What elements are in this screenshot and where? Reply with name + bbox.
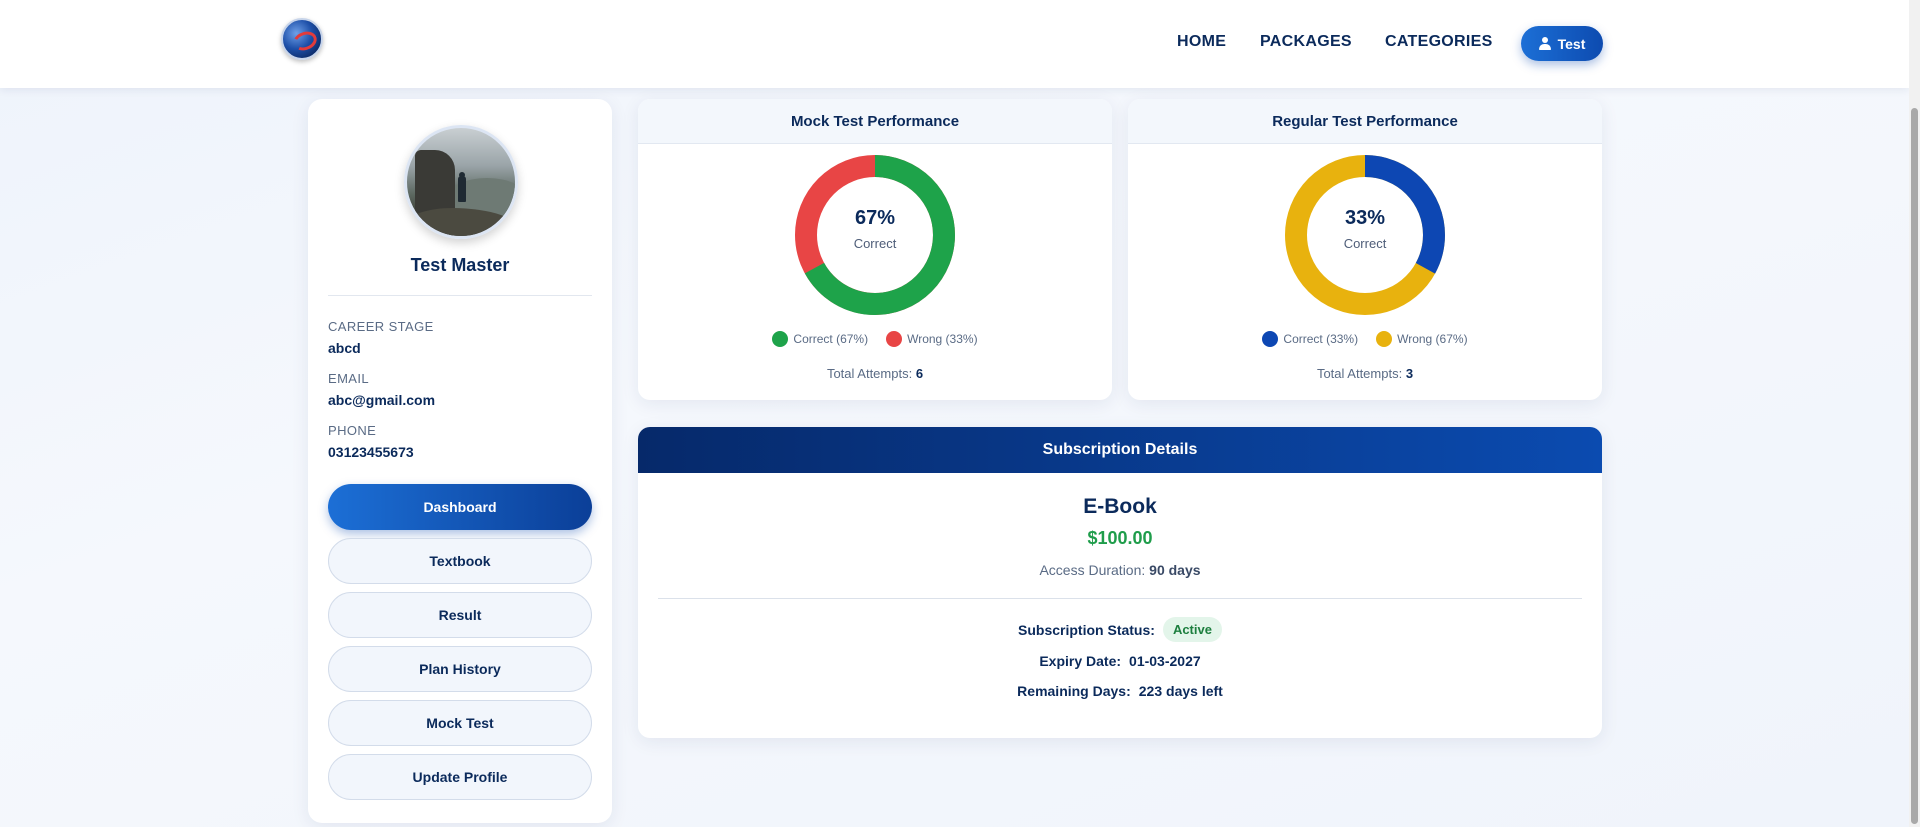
plan-duration: Access Duration: 90 days <box>638 562 1602 578</box>
regular-attempts: Total Attempts: 3 <box>1128 366 1602 381</box>
legend-correct-label: Correct (67%) <box>793 332 869 346</box>
page-scrollbar[interactable] <box>1909 0 1920 827</box>
career-stage-label: CAREER STAGE <box>328 319 434 334</box>
phone-label: PHONE <box>328 423 377 438</box>
status-label: Subscription Status: <box>1018 621 1155 638</box>
mock-performance-card: Mock Test Performance 67% Correct Correc… <box>638 99 1112 400</box>
expiry-label: Expiry Date: <box>1039 653 1122 669</box>
legend-correct-dot <box>1262 331 1279 347</box>
mock-donut-chart <box>795 155 955 315</box>
regular-attempts-label: Total Attempts: <box>1316 366 1403 381</box>
nav-packages-link[interactable]: PACKAGES <box>1260 33 1352 50</box>
mock-correct-arc <box>795 155 955 315</box>
phone-value: 03123455673 <box>328 444 414 460</box>
regular-performance-card: Regular Test Performance 33% Correct Cor… <box>1128 99 1602 400</box>
regular-donut-chart <box>1285 155 1445 315</box>
legend-wrong-label: Wrong (33%) <box>907 332 978 346</box>
remaining-row: Remaining Days: 223 days left <box>638 683 1602 699</box>
nav-categories-link[interactable]: CATEGORIES <box>1385 33 1493 50</box>
plan-price: $100.00 <box>1087 528 1153 548</box>
legend-correct-dot <box>772 331 789 347</box>
legend-wrong-dot <box>886 331 903 347</box>
legend-wrong-dot <box>1376 331 1393 347</box>
divider <box>328 295 592 296</box>
sidebar-item-mock-test[interactable]: Mock Test <box>328 700 592 746</box>
regular-legend: Correct (33%) Wrong (67%) <box>1128 331 1602 347</box>
subscription-card: Subscription Details E-Book $100.00 Acce… <box>638 427 1602 738</box>
regular-donut-center: 33% Correct <box>1285 207 1445 251</box>
duration-value: 90 days <box>1149 562 1201 578</box>
subscription-status-row: Subscription Status: Active <box>638 617 1602 642</box>
mock-performance-title: Mock Test Performance <box>638 99 1112 144</box>
profile-name: Test Master <box>410 255 510 275</box>
mock-percent: 67% <box>854 207 896 229</box>
regular-center-label: Correct <box>1343 236 1387 251</box>
top-navbar: HOME PACKAGES CATEGORIES Test <box>0 0 1909 88</box>
avatar <box>404 125 518 239</box>
legend-correct-label: Correct (33%) <box>1283 332 1359 346</box>
mock-attempts-label: Total Attempts: <box>826 366 913 381</box>
sidebar-item-textbook[interactable]: Textbook <box>328 538 592 584</box>
career-stage-value: abcd <box>328 340 361 356</box>
mock-center-label: Correct <box>853 236 897 251</box>
legend-correct: Correct (33%) <box>1262 331 1358 347</box>
sidebar-item-update-profile[interactable]: Update Profile <box>328 754 592 800</box>
remaining-value: 223 days left <box>1138 683 1223 699</box>
user-icon <box>1538 37 1551 50</box>
mock-attempts: Total Attempts: 6 <box>638 366 1112 381</box>
expiry-value: 01-03-2027 <box>1129 653 1201 669</box>
email-value: abc@gmail.com <box>328 392 436 408</box>
user-menu-button[interactable]: Test <box>1521 26 1603 61</box>
sidebar-item-result[interactable]: Result <box>328 592 592 638</box>
regular-percent: 33% <box>1344 207 1386 229</box>
profile-sidebar: Test Master CAREER STAGE abcd EMAIL abc@… <box>308 99 612 823</box>
duration-label: Access Duration: <box>1039 562 1146 578</box>
regular-attempts-value: 3 <box>1405 366 1414 381</box>
mock-legend: Correct (67%) Wrong (33%) <box>638 331 1112 347</box>
subscription-title: Subscription Details <box>638 427 1602 473</box>
scrollbar-thumb[interactable] <box>1911 108 1918 824</box>
sidebar-item-plan-history[interactable]: Plan History <box>328 646 592 692</box>
legend-wrong: Wrong (33%) <box>886 331 978 347</box>
regular-correct-arc <box>1285 155 1445 315</box>
regular-performance-title: Regular Test Performance <box>1128 99 1602 144</box>
legend-correct: Correct (67%) <box>772 331 868 347</box>
divider <box>658 598 1582 599</box>
plan-name: E-Book <box>1083 495 1157 518</box>
remaining-label: Remaining Days: <box>1017 683 1131 699</box>
sidebar-item-dashboard[interactable]: Dashboard <box>328 484 592 530</box>
user-menu-label: Test <box>1557 35 1586 52</box>
email-label: EMAIL <box>328 371 370 386</box>
mock-attempts-value: 6 <box>915 366 924 381</box>
legend-wrong-label: Wrong (67%) <box>1397 332 1468 346</box>
status-badge: Active <box>1162 617 1222 642</box>
mock-donut-center: 67% Correct <box>795 207 955 251</box>
legend-wrong: Wrong (67%) <box>1376 331 1468 347</box>
logo-icon[interactable] <box>281 18 323 60</box>
nav-home-link[interactable]: HOME <box>1177 33 1227 50</box>
expiry-row: Expiry Date: 01-03-2027 <box>638 653 1602 669</box>
